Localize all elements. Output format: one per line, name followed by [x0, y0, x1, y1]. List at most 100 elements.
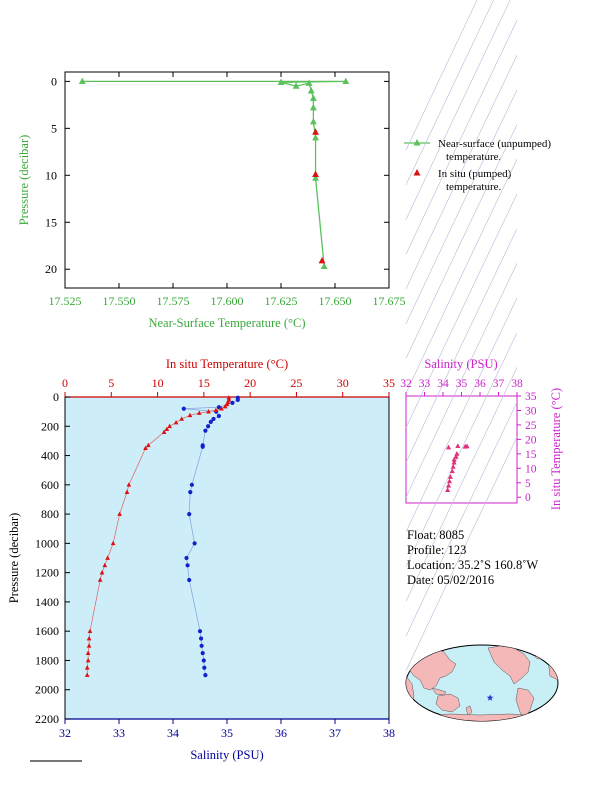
- ts-point: [454, 451, 460, 456]
- ts-xtick-label: 34: [437, 378, 449, 390]
- ts-density-contour: [405, 263, 518, 498]
- temperature-point: [102, 562, 108, 568]
- ts-point: [451, 456, 457, 462]
- salinity-point: [208, 419, 213, 424]
- ts-xlabel: Salinity (PSU): [424, 357, 497, 371]
- near-surface-point: [312, 133, 319, 141]
- salinity-point: [187, 511, 192, 517]
- profile-ytick-label: 1200: [35, 566, 59, 580]
- ts-ytick-label: 35: [525, 391, 537, 403]
- ts-point: [446, 482, 452, 488]
- salinity-point: [187, 577, 192, 583]
- salinity-point: [202, 665, 207, 670]
- temperature-point: [167, 423, 172, 429]
- profile-ytick-label: 1600: [35, 624, 59, 638]
- salinity-point: [199, 643, 204, 648]
- profile-chart: 0 5 10 15 20 25 30 35 32 33 34 35 36 37 38 0 200 400 600 80…: [7, 357, 395, 762]
- ts-point: [450, 464, 456, 469]
- date: Date: 05/02/2016: [407, 573, 495, 587]
- near-surface-xtick-label: 17.675: [373, 294, 406, 308]
- profile-ytick-label: 1800: [35, 653, 59, 667]
- ts-point: [447, 474, 453, 479]
- temp-tick-label: 30: [337, 376, 349, 390]
- ts-density-contour: [405, 0, 478, 151]
- ts-density-contour: [405, 297, 518, 533]
- temperature-point: [126, 482, 132, 487]
- temperature-point: [196, 410, 202, 415]
- near-surface-point: [277, 78, 285, 85]
- ts-density-contour: [405, 0, 511, 220]
- ts-xtick-label: 32: [400, 378, 412, 390]
- temperature-point: [86, 643, 92, 648]
- temperature-point: [86, 635, 92, 641]
- ts-density-contour: [405, 124, 518, 359]
- ts-point: [455, 443, 461, 448]
- temperature-point: [97, 577, 103, 582]
- salinity-point: [230, 400, 235, 405]
- float-id: Float: 8085: [407, 528, 465, 542]
- temperature-point: [224, 401, 230, 407]
- near-surface-xtick-label: 17.525: [49, 294, 82, 308]
- ts-ytick-label: 20: [525, 434, 537, 446]
- ts-point: [451, 459, 457, 465]
- profile-ytick-label: 0: [53, 390, 59, 404]
- map-land-antarctica: [406, 713, 558, 721]
- profile-ytick-label: 1400: [35, 595, 59, 609]
- ts-point: [445, 487, 451, 492]
- salinity-point: [188, 490, 193, 495]
- profile-ytick-label: 800: [41, 507, 59, 521]
- temperature-point: [87, 628, 93, 634]
- map-land-new-zealand: [465, 705, 473, 717]
- salinity-point: [235, 397, 240, 403]
- salinity-point: [216, 405, 221, 410]
- ts-density-contour: [405, 228, 518, 463]
- profile-number: Profile: 123: [407, 543, 467, 557]
- temperature-point: [110, 540, 116, 546]
- map-land-australia: [435, 693, 461, 713]
- legend-near-surface-label-2: temperature.: [446, 151, 502, 163]
- ts-density-contour: [405, 193, 518, 428]
- near-surface-series-line: [82, 80, 346, 267]
- legend-in-situ-label: In situ (pumped): [438, 168, 512, 180]
- near-surface-ytick-label: 0: [51, 74, 57, 88]
- salinity-tick-label: 38: [383, 726, 395, 740]
- near-surface-point: [78, 77, 86, 85]
- temp-tick-label: 10: [152, 376, 164, 390]
- ts-density-contour: [405, 402, 518, 637]
- temperature-point: [124, 489, 130, 494]
- near-surface-point: [309, 103, 317, 111]
- temp-tick-label: 20: [244, 376, 256, 390]
- salinity-point: [206, 424, 211, 429]
- near-surface-chart: 0 5 10 15 20 17.525 17.550 17.575 17.600 17.625 1…: [17, 71, 406, 330]
- legend: Near-surface (unpumped) temperature. In …: [404, 138, 551, 193]
- profile-temp-label: In situ Temperature (°C): [166, 357, 288, 371]
- temp-tick-label: 5: [108, 376, 114, 390]
- ts-density-contour: [405, 54, 518, 290]
- ts-ytick-label: 25: [525, 420, 537, 432]
- ts-density-contour: [405, 20, 518, 255]
- ts-point: [464, 443, 470, 449]
- ts-point: [453, 453, 459, 459]
- float-info: Float: 8085 Profile: 123 Location: 35.2˚…: [407, 528, 538, 588]
- ts-density-contour: [405, 89, 518, 324]
- temperature-point: [187, 412, 193, 418]
- temperature-point: [143, 445, 148, 451]
- near-surface-point: [305, 79, 313, 86]
- in-situ-point: [318, 256, 326, 264]
- temperature-point: [164, 426, 170, 432]
- legend-in-situ-marker: [413, 169, 421, 176]
- location: Location: 35.2˚S 160.8˚W: [407, 558, 539, 572]
- profile-ytick-label: 200: [41, 419, 59, 433]
- ts-ytick-label: 0: [525, 492, 531, 504]
- profile-ytick-label: 2200: [35, 712, 59, 726]
- profile-ylabel: Pressure (decibar): [7, 513, 21, 604]
- salinity-tick-label: 37: [329, 726, 341, 740]
- profile-ytick-label: 1000: [35, 536, 59, 550]
- salinity-point: [197, 629, 203, 634]
- near-surface-point: [309, 117, 317, 125]
- ts-ylabel: In situ Temperature (°C): [549, 388, 563, 510]
- temp-tick-label: 25: [290, 376, 302, 390]
- near-surface-xlabel: Near-Surface Temperature (°C): [148, 316, 305, 330]
- ts-density-contour: [405, 0, 494, 186]
- temperature-point: [213, 407, 219, 412]
